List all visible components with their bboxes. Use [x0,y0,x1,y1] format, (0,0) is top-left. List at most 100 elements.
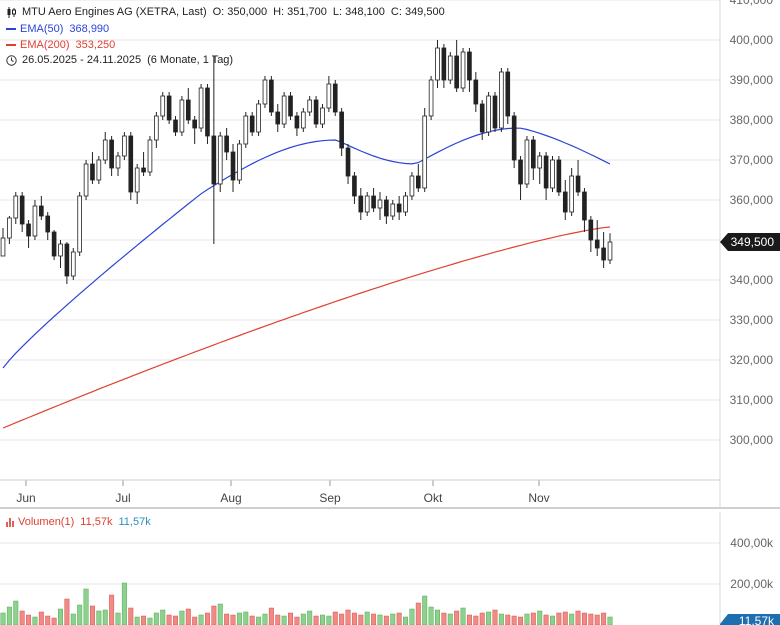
candle [313,96,319,128]
candle [467,48,472,92]
candle-body [511,115,517,161]
candle-body [326,83,332,109]
ema50-legend[interactable]: EMA(50) 368,990 [6,23,109,35]
candle [230,144,236,192]
candle [32,200,38,240]
y-tick-label: 410,000 [730,0,774,7]
volume-last-label: 11,57k [739,614,775,625]
candle [447,52,453,84]
candle-body [13,195,19,219]
price-y-axis: 300,000310,000320,000330,000340,000350,0… [730,0,774,447]
volume-bar [115,612,121,625]
x-axis: Jun Jul Aug Sep Okt Nov [0,479,720,505]
candle-body [594,239,600,249]
ema50-label: EMA(50) [20,23,64,35]
candle [281,92,287,128]
volume-bar [77,604,83,625]
volume-bar [409,608,415,625]
volume-bar [204,612,210,625]
volume-bar [275,614,281,625]
volume-bar [224,613,230,625]
volume-bar [390,613,396,625]
candle-body [537,155,543,169]
candle [601,232,606,268]
volume-bar [537,610,543,625]
candle [320,104,325,128]
x-tick-label: Okt [424,491,443,505]
ema200-label: EMA(200) [20,39,70,51]
candle-body [300,111,306,129]
volume-bar [588,613,594,625]
candle [339,108,344,156]
volume-bar [236,612,242,625]
candle-body [185,99,191,121]
x-tick-label: Nov [528,491,549,505]
volume-bar [307,610,313,625]
candle-body [224,135,229,153]
candle [166,92,172,124]
candle [13,192,19,224]
volume-bar [141,615,147,625]
candle-body [83,163,89,197]
ema200-value: 353,250 [75,39,116,51]
candle [102,132,108,164]
ema50-swatch [6,28,16,30]
candle-body [575,175,581,193]
x-tick-label: Sep [319,491,341,505]
candle [262,76,268,108]
volume-bar [562,611,568,625]
volume-bar [134,616,140,625]
volume-bar [415,602,421,625]
volume-bar [447,613,453,625]
volume-bar [460,607,466,625]
ema200-line [2,226,611,429]
candle [518,156,523,200]
candle-body [345,147,351,177]
candle-body [588,219,594,241]
candle [173,116,178,136]
volume-icon [6,517,14,527]
volume-bar [121,582,127,625]
candle [211,56,217,244]
candle-body [313,99,319,125]
candle [307,96,313,116]
ema200-legend[interactable]: EMA(200) 353,250 [6,39,115,51]
candle-body [147,139,153,173]
volume-panel: 400,00k 200,00k 11,57k [0,512,780,625]
candle-body [134,167,140,193]
candle-body [339,111,344,149]
volume-bar [147,617,153,625]
candle [588,216,594,252]
volume-bar [19,610,25,625]
candle [58,240,63,268]
candle [607,233,613,264]
candle-body [473,79,479,105]
volume-bar [498,613,504,625]
volume-bar [288,612,294,625]
volume-tick-label: 200,00k [730,577,774,591]
volume-bar [83,588,89,625]
period-legend: 26.05.2025 - 24.11.2025 (6 Monate, 1 Tag… [6,54,233,66]
volume-bar [198,614,204,625]
candle [409,172,415,200]
volume-bar [26,614,32,625]
volume-bar [64,598,70,625]
volume-bar [89,605,95,625]
volume-last-tag [720,614,780,625]
volume-bar [601,612,607,625]
price-grid [0,0,780,509]
candle [179,96,185,136]
volume-legend[interactable]: Volumen(1) 11,57k 11,57k [6,516,151,528]
candle [454,40,459,92]
candle-body [435,47,440,81]
candle-body [556,159,562,193]
candle-body [460,51,466,89]
candle-body [7,217,12,239]
candle [134,164,140,204]
candle-body [70,251,76,277]
candle-body [90,163,95,181]
price-tags: 349,500 [720,233,780,251]
candle-body [45,215,51,233]
volume-bar [262,613,268,625]
volume-bar [326,615,332,625]
